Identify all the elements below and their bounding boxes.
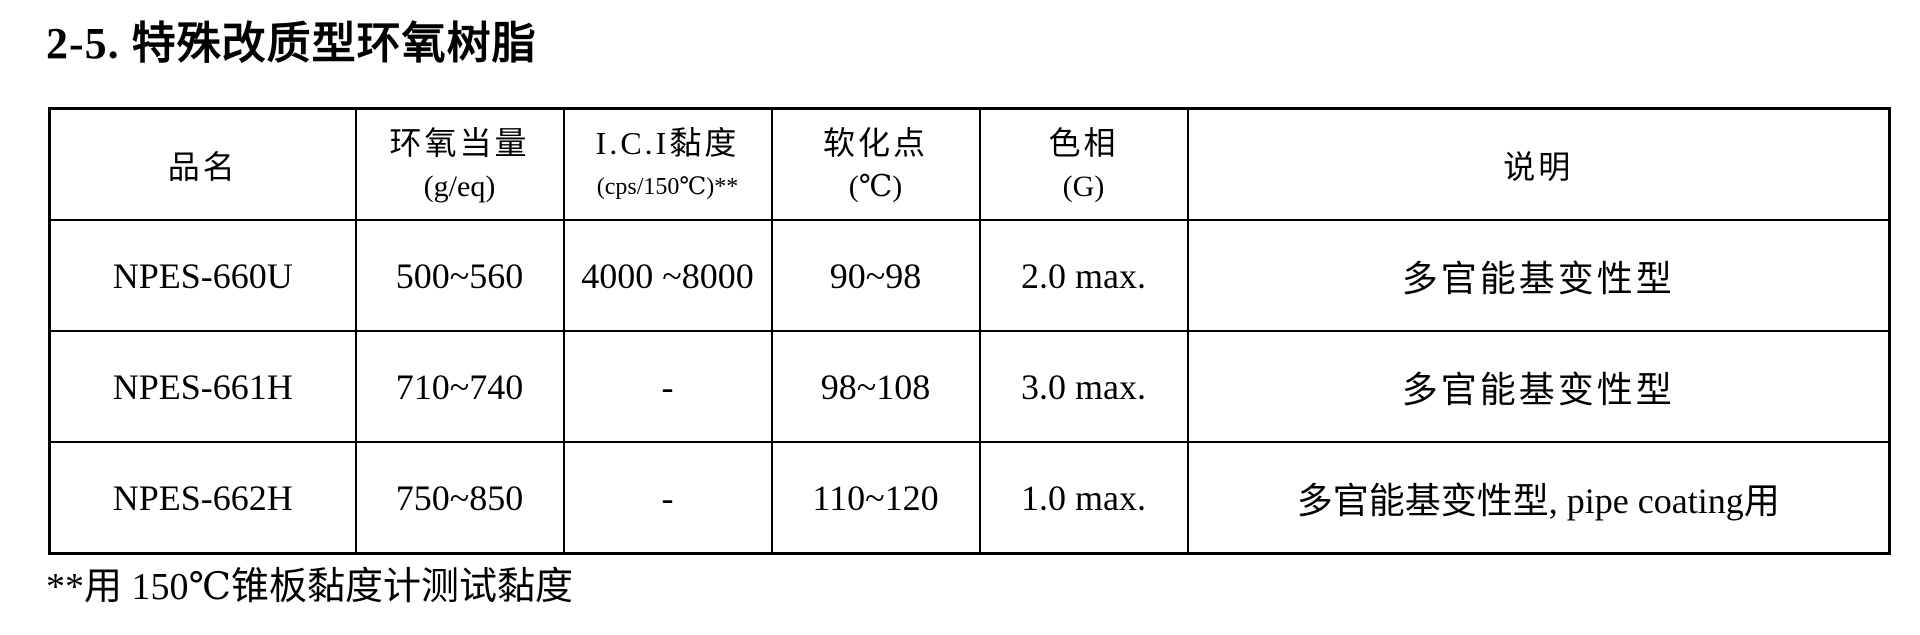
cell-product-name: NPES-662H <box>48 441 357 555</box>
cell-epoxy-equivalent: 710~740 <box>354 330 565 443</box>
cell-product-name: NPES-661H <box>48 330 357 443</box>
footnote: **用 150℃锥板黏度计测试黏度 <box>46 566 574 608</box>
header-softening-point: 软化点 (℃) <box>770 107 981 221</box>
cell-ici-viscosity: - <box>562 441 773 555</box>
header-label: 说明 <box>1503 148 1574 185</box>
header-product-name: 品名 <box>48 107 357 221</box>
header-label: 品名 <box>167 148 238 185</box>
section-title: 2-5. 特殊改质型环氧树脂 <box>46 19 537 68</box>
cell-product-name: NPES-660U <box>48 219 357 332</box>
table-row: NPES-662H 750~850 - 110~120 1.0 max. 多官能… <box>48 441 1891 555</box>
header-label: 环氧当量 <box>389 124 530 161</box>
table-row: NPES-661H 710~740 - 98~108 3.0 max. 多官能基… <box>48 330 1891 443</box>
header-epoxy-equivalent: 环氧当量 (g/eq) <box>354 107 565 221</box>
cell-color: 2.0 max. <box>978 219 1189 332</box>
cell-color: 1.0 max. <box>978 441 1189 555</box>
cell-epoxy-equivalent: 500~560 <box>354 219 565 332</box>
header-label: 色相 <box>1048 124 1119 161</box>
cell-softening-point: 110~120 <box>770 441 981 555</box>
cell-ici-viscosity: - <box>562 330 773 443</box>
cell-softening-point: 90~98 <box>770 219 981 332</box>
cell-description: 多官能基变性型 <box>1186 330 1891 443</box>
cell-color: 3.0 max. <box>978 330 1189 443</box>
header-unit: (g/eq) <box>423 169 496 203</box>
header-row: 品名 环氧当量 (g/eq) I.C.I黏度 (cps/150℃)** 软化点 … <box>48 107 1891 221</box>
cell-epoxy-equivalent: 750~850 <box>354 441 565 555</box>
header-description: 说明 <box>1186 107 1891 221</box>
cell-softening-point: 98~108 <box>770 330 981 443</box>
header-color: 色相 (G) <box>978 107 1189 221</box>
header-label: 软化点 <box>822 124 928 161</box>
product-spec-table: 品名 环氧当量 (g/eq) I.C.I黏度 (cps/150℃)** 软化点 … <box>48 107 1891 555</box>
cell-ici-viscosity: 4000 ~8000 <box>562 219 773 332</box>
header-unit: (℃) <box>848 169 903 203</box>
header-label: I.C.I黏度 <box>595 124 740 161</box>
header-unit: (cps/150℃)** <box>596 173 739 200</box>
cell-description: 多官能基变性型 <box>1186 219 1891 332</box>
header-unit: (G) <box>1062 169 1105 203</box>
header-ici-viscosity: I.C.I黏度 (cps/150℃)** <box>562 107 773 221</box>
cell-description: 多官能基变性型, pipe coating用 <box>1186 441 1891 555</box>
table-row: NPES-660U 500~560 4000 ~8000 90~98 2.0 m… <box>48 219 1891 332</box>
